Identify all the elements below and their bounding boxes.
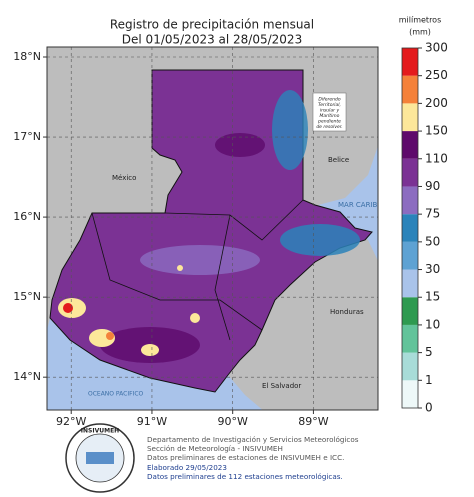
colorbar-segment [402,380,418,408]
colorbar-segment [402,241,418,270]
colorbar-tick-label: 0 [425,401,433,415]
colorbar-tick-label: 75 [425,207,440,221]
department-border [164,199,304,241]
footer-line: Departamento de Investigación y Servicio… [147,435,359,444]
colorbar-tick-label: 10 [425,317,440,331]
annotation-box [312,92,347,132]
colorbar-tick-label: 50 [425,234,440,248]
map-frame [46,46,379,411]
place: El Salvador [262,382,301,390]
lat-label: 17°N [13,130,41,143]
annotation: Territorial, [318,102,341,108]
colorbar-tick-label: 15 [425,290,440,304]
rain-zone [140,245,260,275]
rain-zone [190,313,200,323]
annotation: insular y [320,108,340,114]
lon-label: 91°W [137,415,167,428]
colorbar-tick-label: 90 [425,179,440,193]
colorbar-segment [402,158,418,187]
annotation: pendiente [317,119,341,125]
pacific [47,318,263,410]
footer-line: Elaborado 29/05/2023 [147,463,227,472]
map: México Belice MAR CARIBE Honduras El Sal… [47,47,382,410]
place: México [112,174,136,182]
colorbar-label: (mm) [409,28,431,37]
rain-zone [280,224,360,256]
footer-line: Datos preliminares de estaciones de INSI… [147,453,344,462]
colorbar-tick-label: 5 [425,345,433,359]
colorbar-tick-label: 110 [425,151,448,165]
colorbar-segment [402,186,418,215]
rain-zone [106,332,114,340]
place: MAR CARIBE [338,201,382,209]
colorbar-tick-label: 250 [425,68,448,82]
colorbar-segment [402,103,418,132]
colorbar-segment [402,324,418,353]
colorbar-tick-label: 300 [425,41,448,55]
colorbar-label: milímetros [399,16,442,25]
annotation: de resolver. [316,124,342,130]
colorbar-tick-label: 200 [425,96,448,110]
rain-zone [272,90,308,170]
department-border [91,212,263,331]
annotation: Diferendo [318,97,340,103]
lon-label: 89°W [298,415,328,428]
colorbar-segment [402,297,418,325]
colorbar-segment [402,269,418,298]
place: Honduras [330,308,364,316]
colorbar-segment [402,48,418,76]
colorbar-frame [401,47,419,409]
department-border [214,214,231,341]
colorbar-tick-label: 30 [425,262,440,276]
colorbar-tick-label: 1 [425,373,433,387]
logo: INSIVUMEH [65,423,135,493]
rain-zone [215,133,265,157]
lon-label: 92°W [56,415,86,428]
lat-label: 16°N [13,210,41,223]
place: OCEANO PACIFICO [88,391,144,398]
footer-line: Sección de Meteorología - INSIVUMEH [147,444,283,453]
colorbar-segment [402,214,418,242]
rain-zone [141,344,159,356]
logo-text: INSIVUMEH [81,428,119,435]
rain-zone [63,303,73,313]
footer-line: Datos preliminares de 112 estaciones met… [147,472,343,481]
lat-label: 14°N [13,370,41,383]
lat-label: 18°N [13,50,41,63]
colorbar-tick-label: 150 [425,124,448,138]
annotation: Marítimo [320,112,340,119]
lon-label: 90°W [217,415,247,428]
lat-label: 15°N [13,290,41,303]
rain-zone [177,265,183,271]
subtitle: Del 01/05/2023 al 28/05/2023 [122,33,302,47]
place: Belice [328,156,349,164]
title: Registro de precipitación mensual [110,18,314,32]
colorbar-segment [402,75,418,104]
colorbar-segment [402,352,418,381]
colorbar-segment [402,131,418,159]
